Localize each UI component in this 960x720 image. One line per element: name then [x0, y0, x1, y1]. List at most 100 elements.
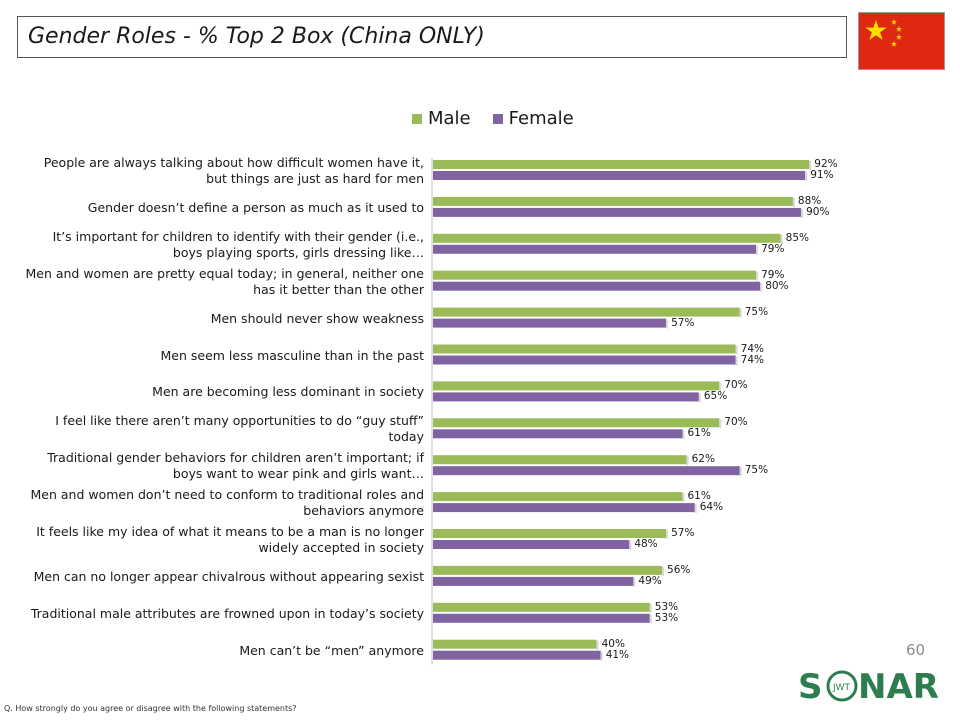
legend-item-female: Female — [492, 108, 574, 129]
data-label-male: 57% — [671, 527, 695, 539]
bar-female — [433, 318, 667, 328]
chart-legend: Male Female — [412, 108, 574, 129]
legend-label-male: Male — [428, 108, 471, 129]
bar-shadow — [686, 456, 689, 466]
data-label-male: 88% — [797, 194, 822, 207]
category-label: I feel like there aren’t many opportunit… — [55, 413, 424, 445]
data-label-female: 53% — [654, 611, 679, 624]
bar-male — [433, 455, 687, 465]
bar-male — [433, 565, 663, 575]
data-label-female: 91% — [810, 169, 834, 181]
category-label: It feels like my idea of what it means t… — [36, 524, 424, 555]
page-title: Gender Roles - % Top 2 Box (China ONLY) — [28, 24, 485, 49]
bar-shadow — [682, 493, 685, 503]
category-label: Men and women are pretty equal today; in… — [25, 265, 424, 297]
bar-male — [433, 639, 597, 649]
sonar-logo: S JWT NAR — [796, 660, 942, 710]
category-label: It’s important for children to identify … — [52, 228, 424, 260]
data-label-female: 48% — [634, 538, 658, 550]
data-label-male: 61% — [687, 490, 711, 503]
bar-female — [433, 576, 634, 586]
bar-female — [433, 244, 757, 254]
category-label: Men seem less masculine than in the past — [160, 347, 425, 363]
data-label-female: 65% — [703, 390, 728, 403]
bar-shadow — [649, 603, 652, 613]
sonar-logo-icon: S JWT NAR — [798, 667, 939, 707]
bar-shadow — [694, 504, 697, 514]
bar-male — [433, 529, 667, 538]
data-label-male: 56% — [667, 563, 691, 576]
bar-female — [433, 392, 699, 402]
bar-shadow — [739, 467, 742, 477]
bar-female — [433, 355, 736, 365]
data-label-female: 80% — [765, 279, 789, 292]
legend-label-female: Female — [508, 108, 574, 129]
bar-shadow — [719, 382, 722, 392]
bar-shadow — [735, 345, 738, 355]
bar-shadow — [600, 651, 603, 661]
data-label-female: 57% — [671, 316, 695, 329]
bar-female — [433, 429, 683, 439]
bar-shadow — [780, 234, 783, 244]
bar-shadow — [666, 319, 669, 329]
bar-female — [433, 503, 695, 513]
data-label-male: 92% — [814, 158, 838, 170]
data-label-male: 62% — [691, 453, 715, 466]
bar-shadow — [596, 640, 599, 650]
category-label: Men can’t be “men” anymore — [239, 642, 424, 658]
bar-shadow — [760, 282, 763, 292]
svg-text:NAR: NAR — [858, 667, 939, 707]
category-label: Men can no longer appear chivalrous with… — [33, 568, 424, 584]
bar-female — [433, 540, 630, 549]
bar-shadow — [682, 430, 685, 440]
category-label: Traditional gender behaviors for childre… — [47, 450, 424, 482]
footnote: Q. How strongly do you agree or disagree… — [4, 704, 297, 713]
china-flag-icon — [859, 13, 944, 69]
data-label-female: 61% — [687, 427, 711, 440]
category-label: Men should never show weakness — [210, 310, 424, 326]
data-label-male: 53% — [654, 600, 679, 613]
bar-shadow — [735, 356, 738, 366]
category-label: Traditional male attributes are frowned … — [30, 605, 424, 621]
bar-shadow — [629, 541, 632, 550]
bar-female — [433, 171, 806, 180]
category-label: Gender doesn’t define a person as much a… — [87, 199, 424, 215]
bar-male — [433, 418, 720, 428]
bar-shadow — [649, 614, 652, 624]
data-label-male: 79% — [761, 268, 785, 281]
data-label-male: 85% — [785, 231, 809, 244]
bar-shadow — [719, 419, 722, 429]
data-label-male: 70% — [724, 379, 748, 392]
bar-shadow — [698, 393, 701, 403]
bar-female — [433, 613, 650, 623]
data-label-male: 74% — [740, 342, 764, 355]
bar-male — [433, 492, 683, 502]
bar-male — [433, 381, 720, 391]
data-label-male: 40% — [601, 637, 625, 650]
bar-shadow — [756, 245, 759, 255]
data-label-female: 41% — [605, 648, 630, 661]
data-label-female: 74% — [740, 353, 764, 366]
bar-female — [433, 650, 601, 660]
bar-male — [433, 196, 793, 206]
bar-male — [433, 160, 810, 169]
data-label-female: 79% — [761, 242, 785, 255]
data-label-male: 70% — [724, 416, 748, 429]
bar-female — [433, 466, 740, 476]
china-flag — [858, 12, 945, 70]
bar-shadow — [739, 308, 742, 318]
data-label-female: 75% — [744, 464, 769, 477]
bar-female — [433, 207, 802, 217]
bar-shadow — [756, 271, 759, 281]
bar-shadow — [801, 208, 804, 218]
legend-item-male: Male — [412, 108, 471, 129]
bar-shadow — [666, 530, 669, 539]
data-label-female: 64% — [699, 501, 724, 514]
bar-female — [433, 281, 761, 291]
bar-male — [433, 307, 740, 317]
bar-shadow — [805, 172, 808, 181]
data-label-female: 90% — [806, 205, 830, 218]
data-label-female: 49% — [638, 574, 662, 587]
legend-swatch-male — [412, 113, 422, 124]
